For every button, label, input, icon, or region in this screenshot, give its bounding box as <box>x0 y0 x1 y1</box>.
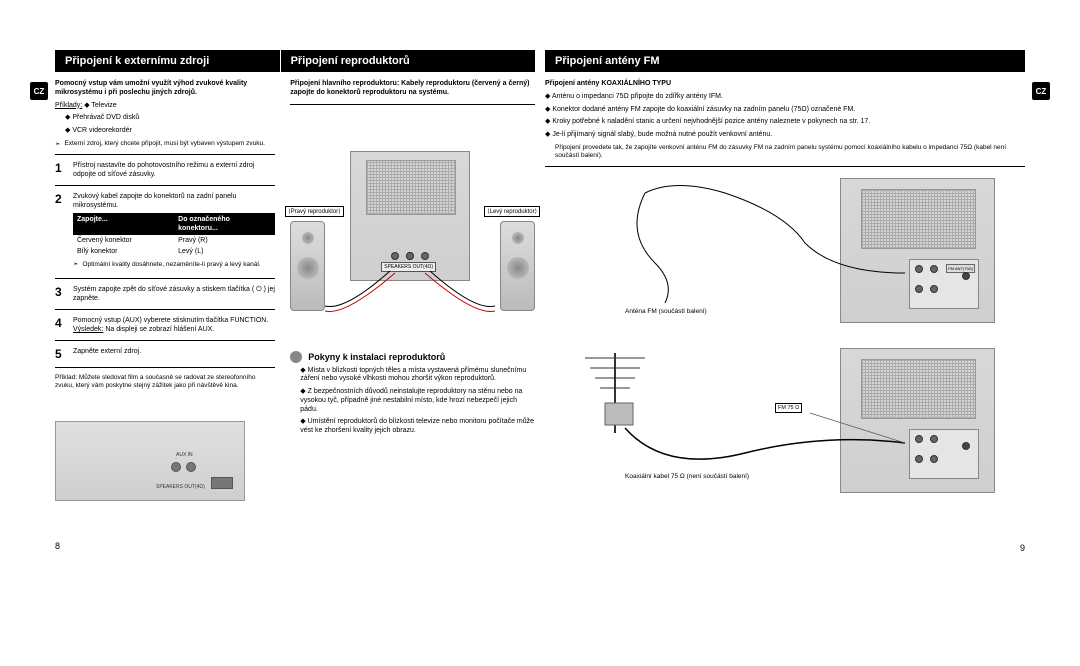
hr-5 <box>55 340 275 341</box>
cz-badge-right: CZ <box>1032 82 1050 100</box>
fm-b0: ◆ Anténu o impedanci 75Ω připojte do zdí… <box>545 93 1025 102</box>
hr-6 <box>55 367 275 368</box>
th-0: Zapojte... <box>73 213 174 235</box>
col-speakers: Připojení hlavního reproduktoru: Kabely … <box>290 80 535 501</box>
step-2: 2 Zvukový kabel zapojte do konektorů na … <box>55 192 275 272</box>
step-text-2: Zvukový kabel zapojte do konektorů na za… <box>73 192 275 272</box>
ext-note-text: Externí zdroj, který chcete připojit, mu… <box>64 140 265 148</box>
priklad-1: ◆ Přehrávač DVD disků <box>65 114 275 123</box>
step-num-1: 1 <box>55 161 67 175</box>
step-text-4: Pomocný vstup (AUX) vyberete stisknutím … <box>73 316 275 334</box>
hr-2 <box>55 185 275 186</box>
guide-0: ◆ Místa v blízkosti topných těles a míst… <box>300 367 535 385</box>
fm-b2: ◆ Kroky potřebné k naladění stanic a urč… <box>545 118 1025 127</box>
dot-icon <box>290 351 302 363</box>
priklad-foot: Příklad: Můžete sledovat film a současně… <box>55 374 275 390</box>
table-note: Optimální kvality dosáhnete, nezaměníte-… <box>73 261 275 269</box>
panel-diagram: AUX IN SPEAKERS OUT(4Ω) <box>55 421 245 501</box>
wires <box>290 111 535 341</box>
left-body: Pomocný vstup vám umožní využít výhod zv… <box>55 80 535 501</box>
sub-heading-text: Pokyny k instalaci reproduktorů <box>308 352 445 362</box>
page-num-left: 8 <box>55 541 60 551</box>
step-num-2: 2 <box>55 192 67 206</box>
ext-intro: Pomocný vstup vám umožní využít výhod zv… <box>55 80 275 98</box>
page-num-right: 9 <box>1020 543 1025 553</box>
step-4-line: Pomocný vstup (AUX) vyberete stisknutím … <box>73 317 268 324</box>
ext-note: Externí zdroj, který chcete připojit, mu… <box>55 140 275 148</box>
antenna-label-1: Anténa FM (součástí balení) <box>625 308 707 315</box>
speaker-diagram: SPEAKERS OUT(4Ω) ⟨Pravý reproduktor⟩ ⟨Le… <box>290 111 535 341</box>
priklady-label: Příklady: ◆ Televize <box>55 102 275 111</box>
step-5: 5 Zapněte externí zdroj. <box>55 347 275 361</box>
step-num-4: 4 <box>55 316 67 330</box>
step-4-result: Na displeji se zobrazí hlášení AUX. <box>105 326 214 333</box>
step-1: 1 Přístroj nastavíte do pohotovostního r… <box>55 161 275 179</box>
fm-b3: ◆ Je-li přijímaný signál slabý, bude mož… <box>545 131 1025 140</box>
coax-label: Koaxiální kabel 75 Ω (není součástí bale… <box>625 473 749 480</box>
heading-bar-right: Připojení antény FM <box>545 50 1025 72</box>
step-text-1: Přístroj nastavíte do pohotovostního rež… <box>73 161 275 179</box>
panel-aux-in-label: AUX IN <box>176 452 193 458</box>
table-head: Zapojte... Do označeného konektoru... <box>73 213 275 235</box>
page-right: CZ Připojení antény FM Připojení antény … <box>545 50 1025 503</box>
priklady-label-text: Příklady: <box>55 102 82 109</box>
step-3: 3 Systém zapojte zpět do síťové zásuvky … <box>55 285 275 303</box>
note-icon-2 <box>73 261 78 269</box>
table-row: Červený konektor Pravý (R) <box>73 235 275 246</box>
heading-spk: Připojení reproduktorů <box>281 50 535 72</box>
step-text-5: Zapněte externí zdroj. <box>73 347 275 356</box>
td-10: Bílý konektor <box>73 246 174 257</box>
col-ext-source: Pomocný vstup vám umožní využít výhod zv… <box>55 80 275 501</box>
table-note-text: Optimální kvality dosáhnete, nezaměníte-… <box>82 261 260 269</box>
antenna-wire <box>545 173 1025 333</box>
hr-fm <box>545 166 1025 167</box>
hr-4 <box>55 309 275 310</box>
table-row: Bílý konektor Levý (L) <box>73 246 275 257</box>
fm-subtitle: Připojení antény KOAXIÁLNÍHO TYPU <box>545 80 1025 89</box>
heading-fm: Připojení antény FM <box>545 50 737 72</box>
guide-2: ◆ Umístění reproduktorů do blízkosti tel… <box>300 418 535 436</box>
step-4: 4 Pomocný vstup (AUX) vyberete stisknutí… <box>55 316 275 334</box>
td-01: Pravý (R) <box>174 235 275 246</box>
hr-spk <box>290 104 535 105</box>
fm-diagram-2: FM 75 Ω Koaxiální kabel 75 Ω (není součá… <box>545 343 1025 503</box>
fm-diagram-1: FM ANT(75Ω) Anténa FM (součástí balení) <box>545 173 1025 333</box>
hr-1 <box>55 154 275 155</box>
step-num-5: 5 <box>55 347 67 361</box>
step-2-line: Zvukový kabel zapojte do konektorů na za… <box>73 193 236 209</box>
step-num-3: 3 <box>55 285 67 299</box>
priklad-0: ◆ Televize <box>84 102 117 109</box>
note-icon <box>55 140 60 148</box>
heading-ext: Připojení k externímu zdroji <box>55 50 281 72</box>
th-1: Do označeného konektoru... <box>174 213 275 235</box>
guide-1: ◆ Z bezpečnostních důvodů neinstalujte r… <box>300 388 535 414</box>
sub-heading: Pokyny k instalaci reproduktorů <box>290 351 535 363</box>
coax-wire <box>545 343 1025 503</box>
step-text-3: Systém zapojte zpět do síťové zásuvky a … <box>73 285 275 303</box>
fm-note: Připojení provedete tak, že zapojíte ven… <box>555 144 1025 160</box>
page-left: CZ Připojení k externímu zdroji Připojen… <box>55 50 535 501</box>
cz-badge-left: CZ <box>30 82 48 100</box>
priklad-2: ◆ VCR videorekordér <box>65 127 275 136</box>
panel-spk-out-label: SPEAKERS OUT(4Ω) <box>156 484 205 490</box>
step-4-result-label: Výsledek: <box>73 326 103 333</box>
connector-table: Zapojte... Do označeného konektoru... Če… <box>73 213 275 257</box>
heading-bar-left: Připojení k externímu zdroji Připojení r… <box>55 50 535 72</box>
repro-intro: Připojení hlavního reproduktoru: Kabely … <box>290 80 535 98</box>
td-00: Červený konektor <box>73 235 174 246</box>
hr-3 <box>55 278 275 279</box>
td-11: Levý (L) <box>174 246 275 257</box>
fm-b1: ◆ Konektor dodané antény FM zapojte do k… <box>545 106 1025 115</box>
